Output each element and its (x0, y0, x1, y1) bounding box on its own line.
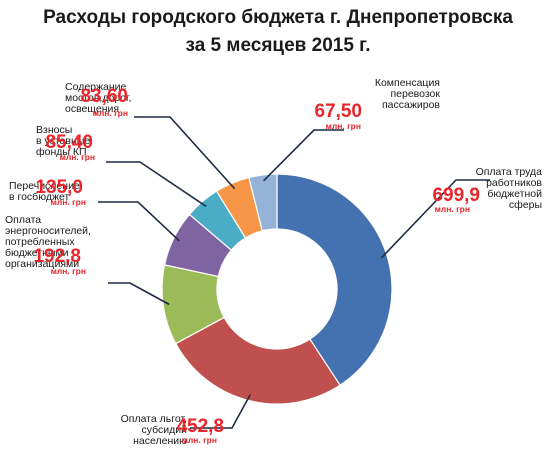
slice-unit-label: млн. грн (51, 266, 86, 276)
leader-lines (98, 116, 490, 429)
donut-slices (161, 173, 393, 405)
chart-subtitle: за 5 месяцев 2015 г. (186, 35, 371, 56)
donut-slice (174, 316, 341, 405)
leader-line (380, 179, 490, 259)
slice-category-label: Компенсация перевозок пассажиров (375, 77, 441, 111)
slice-unit-label: млн. грн (326, 121, 361, 131)
slice-category-label: Перечисление в госбюджет (9, 180, 80, 203)
slice-category-label: Оплата льгот, субсидий населению (121, 413, 188, 447)
slice-unit-label: млн. грн (435, 204, 470, 214)
leader-line (108, 282, 170, 306)
slice-category-label: Содержание мостов,дорог, освещения (65, 81, 131, 115)
leader-line (98, 201, 180, 242)
slice-value-label: 67,50 (314, 101, 362, 122)
leader-line (190, 394, 251, 429)
leader-line (134, 116, 236, 190)
slice-category-label: Оплата энергоносителей, потребленных бюджет… (5, 214, 91, 270)
slice-value-label: 83,60 (80, 86, 128, 107)
leader-line (106, 161, 207, 207)
slice-value-label: 452,8 (176, 416, 224, 437)
donut-slice (248, 173, 278, 232)
slice-value-label: 85,40 (45, 132, 93, 153)
slice-value-label: 135,0 (35, 177, 83, 198)
slice-unit-label: млн. грн (182, 435, 217, 445)
slice-category-label: Взносы в уставные фонды КП (36, 124, 90, 158)
chart-title: Расходы городского бюджета г. Днепропетр… (43, 7, 513, 28)
slice-value-label: 192,8 (33, 246, 81, 267)
slice-category-label: Оплата труда работников бюджетной сферы (476, 166, 543, 211)
leader-line (263, 129, 344, 182)
slice-unit-label: млн. грн (51, 197, 86, 207)
slice-value-label: 699,9 (432, 185, 480, 206)
donut-slice (276, 173, 393, 387)
slice-labels: Оплата труда работников бюджетной сферы699,… (5, 77, 542, 447)
slice-unit-label: млн. грн (93, 108, 128, 118)
slice-unit-label: млн. грн (60, 152, 95, 162)
